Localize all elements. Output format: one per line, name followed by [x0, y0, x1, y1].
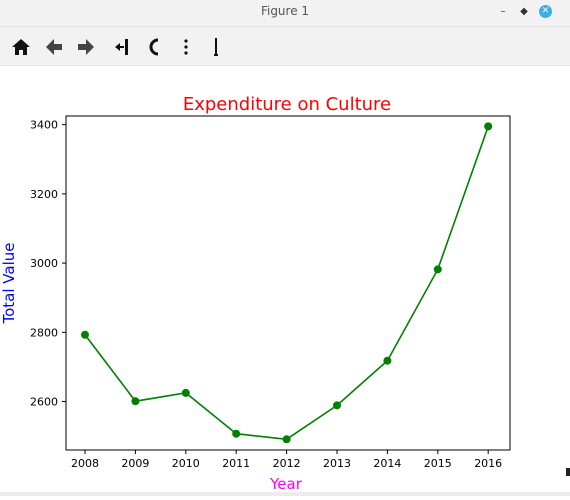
data-point	[232, 429, 241, 438]
close-button[interactable]: ✕	[539, 5, 552, 18]
configure-subplots-button[interactable]	[175, 36, 197, 58]
plot-area	[65, 115, 511, 451]
save-icon	[214, 38, 218, 56]
data-point	[81, 330, 89, 339]
back-button[interactable]	[43, 36, 65, 58]
subplots-configure-icon	[184, 39, 188, 55]
x-tick-label: 2016	[474, 457, 502, 470]
x-tick-label: 2015	[424, 457, 452, 470]
x-tick-label: 2014	[373, 457, 401, 470]
y-tick-label: 3000	[30, 257, 58, 270]
x-tick-label: 2009	[121, 457, 149, 470]
zoom-icon	[149, 38, 159, 56]
home-button[interactable]	[10, 36, 32, 58]
home-icon	[12, 39, 30, 55]
data-point	[484, 122, 493, 131]
x-tick-label: 2011	[222, 457, 250, 470]
data-point	[282, 435, 291, 444]
save-button[interactable]	[205, 36, 227, 58]
window-title: Figure 1	[260, 4, 310, 18]
window-bottom-edge	[0, 492, 570, 496]
data-point	[383, 356, 392, 365]
data-point	[181, 388, 190, 397]
y-axis-label: Total Value	[0, 243, 18, 325]
x-axis-label: Year	[269, 475, 303, 493]
minimize-button[interactable]: –	[500, 6, 506, 17]
x-tick-label: 2008	[71, 457, 99, 470]
back-arrow-icon	[46, 39, 62, 55]
x-tick-label: 2010	[172, 457, 200, 470]
y-tick-label: 3200	[30, 188, 58, 201]
figure-canvas[interactable]: Expenditure on Culture Year Total Value …	[0, 66, 570, 496]
zoom-button[interactable]	[143, 36, 165, 58]
chart-title: Expenditure on Culture	[183, 94, 391, 115]
data-point	[333, 401, 341, 410]
toolbar	[0, 27, 570, 66]
forward-button[interactable]	[75, 36, 97, 58]
forward-arrow-icon	[78, 39, 94, 55]
pan-icon	[115, 39, 128, 55]
series-line	[84, 126, 489, 441]
x-tick-label: 2012	[273, 457, 301, 470]
data-point	[131, 397, 140, 406]
line-chart: Expenditure on Culture Year Total Value …	[0, 94, 511, 493]
x-tick-label: 2013	[323, 457, 351, 470]
pan-button[interactable]	[111, 36, 133, 58]
window-resize-mark	[566, 468, 570, 476]
y-tick-label: 2600	[30, 396, 58, 409]
window-titlebar: Figure 1 – ◆ ✕	[0, 0, 570, 27]
data-point	[433, 265, 442, 274]
maximize-button[interactable]: ◆	[520, 6, 528, 17]
y-tick-label: 2800	[30, 326, 58, 339]
y-tick-label: 3400	[30, 119, 58, 132]
